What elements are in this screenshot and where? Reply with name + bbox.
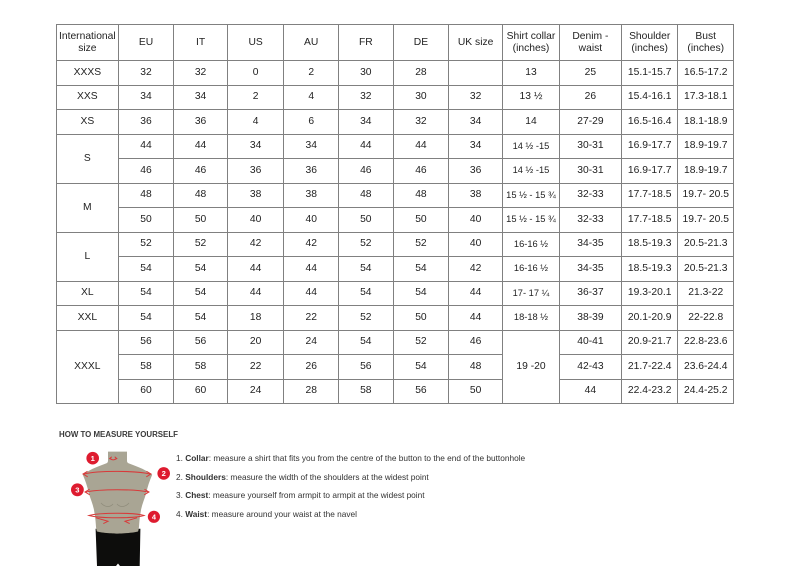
- svg-text:2: 2: [162, 469, 166, 478]
- svg-text:3: 3: [75, 486, 79, 495]
